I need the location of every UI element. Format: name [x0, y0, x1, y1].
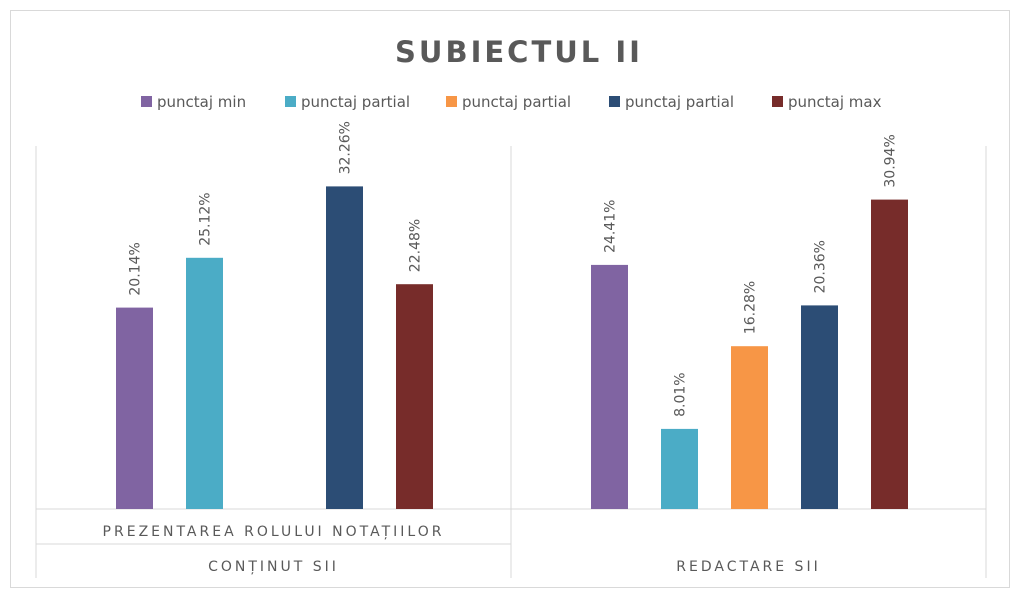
bar-g1-s2 [186, 257, 223, 509]
axes [35, 146, 987, 578]
legend-label-3: punctaj partial [462, 93, 571, 111]
legend-label-5: punctaj max [788, 93, 882, 111]
bar-g2-s3 [731, 346, 768, 509]
bar-g2-s2 [661, 428, 698, 509]
legend-label-2: punctaj partial [301, 93, 410, 111]
legend-swatch-1 [141, 96, 152, 107]
category-label-1: PREZENTAREA ROLULUI NOTAȚIILOR [103, 524, 445, 540]
bar-g2-s4 [801, 305, 838, 509]
data-label-g1-s1: 20.14% [128, 242, 144, 295]
legend-swatch-5 [772, 96, 783, 107]
legend-label-1: punctaj min [157, 93, 246, 111]
legend-swatch-4 [609, 96, 620, 107]
bar-g2-s1 [591, 264, 628, 509]
bar-g1-s1 [116, 307, 153, 509]
data-label-g2-s2: 8.01% [673, 372, 689, 416]
bar-g1-s5 [396, 284, 433, 509]
chart-title: SUBIECTUL II [395, 35, 643, 69]
bar-g1-s4 [326, 186, 363, 509]
legend: punctaj min punctaj partial punctaj partia… [141, 93, 882, 111]
bar-g2-s5 [871, 199, 908, 509]
data-labels: 20.14% 25.12% 32.26% 22.48% 24.41% 8.01% 16.28… [128, 121, 899, 417]
data-label-g1-s2: 25.12% [198, 192, 214, 245]
legend-label-4: punctaj partial [625, 93, 734, 111]
parent-category-label-1: CONȚINUT SII [208, 559, 339, 575]
legend-swatch-3 [446, 96, 457, 107]
category-labels: PREZENTAREA ROLULUI NOTAȚIILOR CONȚINUT S… [103, 524, 820, 575]
data-label-g2-s5: 30.94% [883, 134, 899, 187]
legend-swatch-2 [285, 96, 296, 107]
data-label-g1-s4: 32.26% [338, 121, 354, 174]
chart-frame [10, 10, 1010, 588]
bars [116, 186, 908, 509]
data-label-g2-s3: 16.28% [743, 281, 759, 334]
parent-category-label-2: REDACTARE SII [676, 559, 820, 575]
data-label-g1-s5: 22.48% [408, 219, 424, 272]
data-label-g2-s4: 20.36% [813, 240, 829, 293]
data-label-g2-s1: 24.41% [603, 200, 619, 253]
